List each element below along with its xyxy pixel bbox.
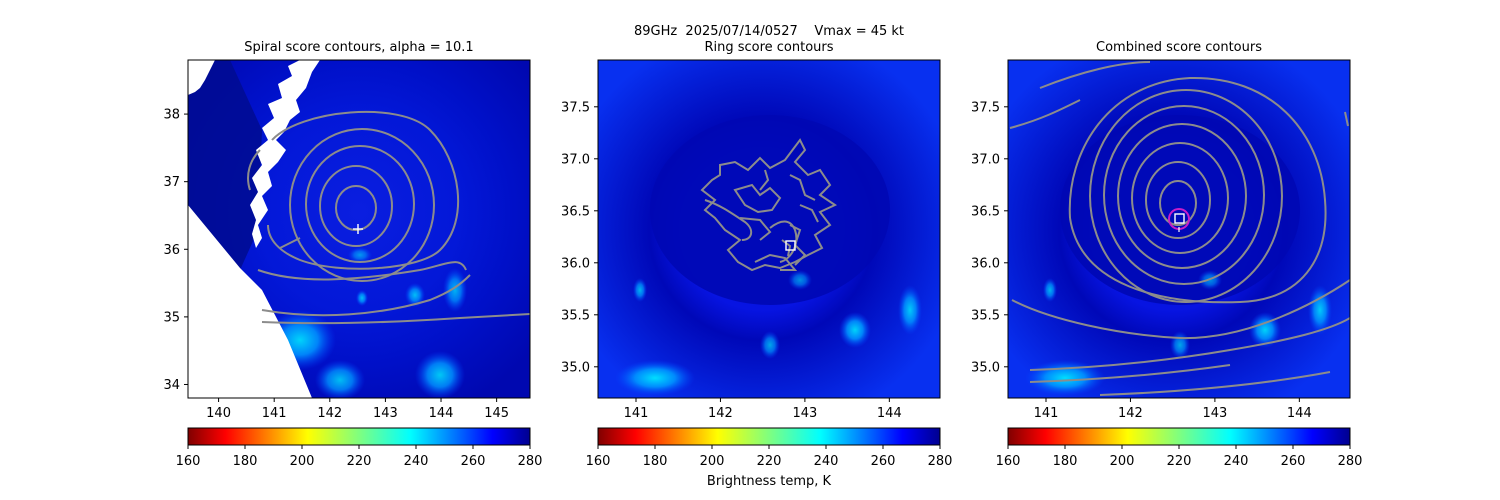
panel3-ytick-label: 36.0 (971, 256, 1000, 271)
colorbar1-tick-label: 180 (233, 454, 258, 469)
panel2-ticks: 141 142 143 144 35.0 35.5 36.0 36.5 37.0 37.5 (561, 100, 902, 421)
panel1-title: Spiral score contours, alpha = 10.1 (244, 40, 473, 55)
panel3-ytick-label: 37.0 (971, 152, 1000, 167)
panel2-xtick-label: 144 (877, 406, 902, 421)
colorbar2-tick-label: 160 (586, 454, 611, 469)
panel2-xtick-label: 143 (792, 406, 817, 421)
panel1-xtick-label: 143 (373, 406, 398, 421)
panel1-plot-area (188, 60, 530, 398)
panel3-title: Combined score contours (1096, 40, 1262, 55)
colorbar1-tick-label: 280 (518, 454, 543, 469)
panel1-colorbar (187, 427, 531, 446)
panel1-xtick-label: 145 (484, 406, 509, 421)
panel3-ytick-label: 37.5 (971, 100, 1000, 115)
panel2-xtick-label: 141 (624, 406, 649, 421)
colorbar3-tick-label: 280 (1338, 454, 1363, 469)
panel3-xtick-label: 143 (1202, 406, 1227, 421)
panel2-ytick-label: 36.5 (561, 204, 590, 219)
panel1-xtick-label: 140 (206, 406, 231, 421)
panel3-plot-area (1008, 60, 1350, 398)
panel2-ytick-label: 36.0 (561, 256, 590, 271)
panel2-title: Ring score contours (704, 40, 833, 55)
colorbar2-tick-label: 220 (757, 454, 782, 469)
panel1-xtick-label: 144 (429, 406, 454, 421)
colorbar3-tick-label: 260 (1281, 454, 1306, 469)
panel3-xtick-label: 141 (1034, 406, 1059, 421)
colorbar1-tick-label: 260 (461, 454, 486, 469)
panel3-ytick-label: 36.5 (971, 204, 1000, 219)
colorbar1-tick-label: 160 (176, 454, 201, 469)
panel3-xtick-label: 144 (1287, 406, 1312, 421)
colorbar1-tick-label: 200 (290, 454, 315, 469)
panel1-ytick-label: 35 (163, 310, 180, 325)
colorbar2-tick-label: 240 (814, 454, 839, 469)
panel1-xtick-label: 142 (317, 406, 342, 421)
panel1-xtick-label: 141 (262, 406, 287, 421)
panel2-square-marker (785, 240, 796, 251)
panel2-plot-area (598, 60, 940, 398)
panel1-axes-frame (187, 59, 531, 399)
panel1-ytick-label: 36 (163, 243, 180, 258)
panel1-no-data-region (188, 205, 312, 398)
panel3-ticks: 141 142 143 144 35.0 35.5 36.0 36.5 37.0 37.5 (971, 100, 1312, 421)
panel2-ytick-label: 37.0 (561, 152, 590, 167)
panel3-ytick-label: 35.0 (971, 360, 1000, 375)
colorbar2-tick-label: 280 (928, 454, 953, 469)
panel2-colorbar (597, 427, 941, 446)
panel3-ytick-label: 35.5 (971, 308, 1000, 323)
panel1-ticks: 140 141 142 143 144 145 34 35 36 37 38 (163, 108, 509, 421)
colorbar1-tick-label: 220 (347, 454, 372, 469)
colorbar2-tick-label: 260 (871, 454, 896, 469)
panel1-plus-marker (353, 224, 363, 234)
panel3-xtick-label: 142 (1118, 406, 1143, 421)
panel3-colorbar (1007, 427, 1351, 446)
colorbar2-tick-label: 200 (700, 454, 725, 469)
panel3-square-marker (1174, 213, 1185, 224)
colorbar3-tick-label: 240 (1224, 454, 1249, 469)
suptitle-line1: 89GHz 2025/07/14/0527 Vmax = 45 kt (634, 24, 904, 39)
panel3-axes-frame (1007, 59, 1351, 399)
colorbar-ticks: 160 180 200 220 240 260 280 160 180 200 220 240 260 2… (176, 445, 1363, 469)
colorbar3-tick-label: 220 (1167, 454, 1192, 469)
colorbar3-tick-label: 160 (996, 454, 1021, 469)
colorbar3-tick-label: 180 (1053, 454, 1078, 469)
panel2-ytick-label: 35.0 (561, 360, 590, 375)
colorbar-label: Brightness temp, K (707, 474, 832, 489)
panel2-ytick-label: 37.5 (561, 100, 590, 115)
colorbar1-tick-label: 240 (404, 454, 429, 469)
panel2-xtick-label: 142 (708, 406, 733, 421)
panel2-axes-frame (597, 59, 941, 399)
panel1-ytick-label: 38 (163, 108, 180, 123)
colorbar3-tick-label: 200 (1110, 454, 1135, 469)
panel1-ytick-label: 34 (163, 378, 180, 393)
colorbar2-tick-label: 180 (643, 454, 668, 469)
panel2-ytick-label: 35.5 (561, 308, 590, 323)
panel1-ytick-label: 37 (163, 175, 180, 190)
